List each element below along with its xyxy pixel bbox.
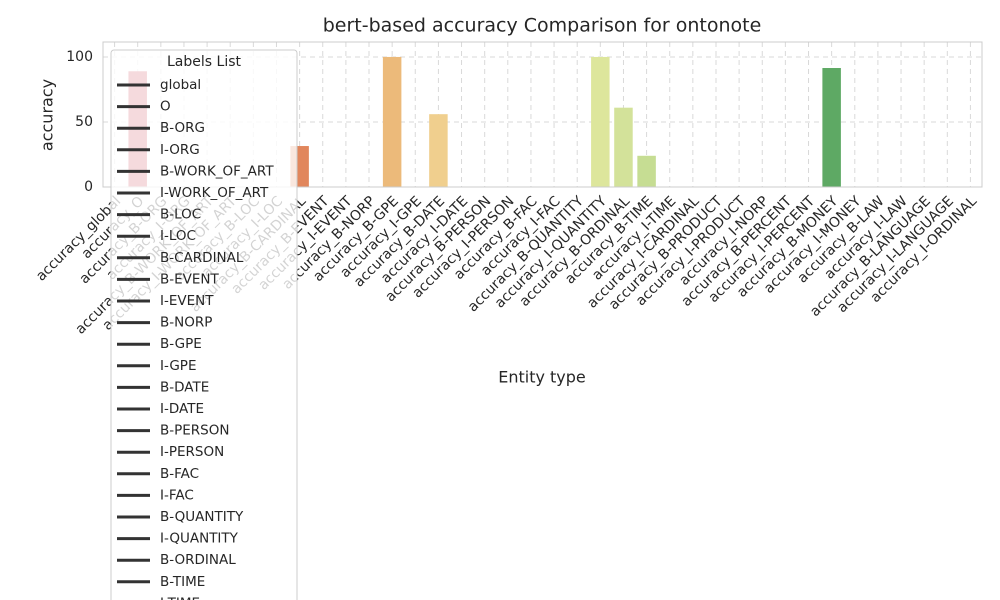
legend-label: B-ORG [160,120,205,136]
legend-label: B-FAC [160,466,199,482]
legend-label: B-QUANTITY [160,509,244,525]
legend-label: global [160,77,201,93]
y-axis-label: accuracy [38,79,57,151]
y-tick-label: 50 [75,114,93,130]
legend-label: I-TIME [160,595,200,600]
bar [382,56,402,188]
legend-label: I-ORG [160,142,200,158]
bar [614,107,633,187]
legend-label: I-EVENT [160,293,214,309]
bar [591,56,610,188]
legend-label: I-DATE [160,401,204,417]
legend-label: B-LOC [160,207,201,223]
legend-label: I-QUANTITY [160,531,239,547]
legend-label: B-WORK_OF_ART [160,163,274,179]
legend-label: B-CARDINAL [160,250,244,266]
legend-title: Labels List [167,54,241,70]
legend-label: B-PERSON [160,423,229,439]
legend-label: B-EVENT [160,271,220,287]
legend-label: B-NORP [160,315,212,331]
legend-label: I-LOC [160,228,196,244]
y-tick-label: 100 [66,49,93,65]
x-axis-label: Entity type [498,368,586,387]
y-tick-label: 0 [84,179,93,195]
legend-label: B-GPE [160,336,202,352]
chart-title: bert-based accuracy Comparison for onton… [323,15,762,37]
legend-label: B-TIME [160,574,205,590]
legend-label: I-FAC [160,487,194,503]
legend-label: I-GPE [160,358,196,374]
bar [637,155,656,187]
plot-frame [102,41,983,188]
bar [429,114,448,187]
legend-label: I-PERSON [160,444,224,460]
legend-label: B-ORDINAL [160,552,236,568]
legend-label: O [160,99,171,115]
bar [822,68,841,187]
legend-label: I-WORK_OF_ART [160,185,269,201]
legend-label: B-DATE [160,379,209,395]
legend-box [110,49,298,600]
